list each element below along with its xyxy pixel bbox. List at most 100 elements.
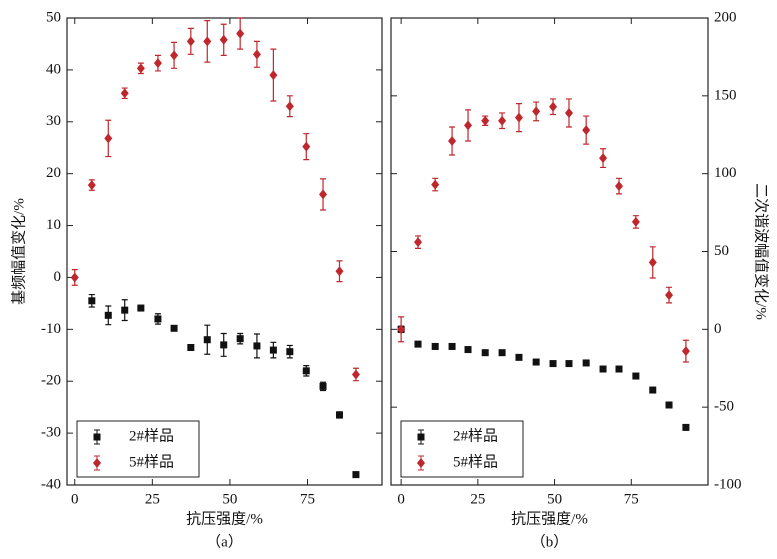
legend-label: 5#样品 bbox=[129, 453, 174, 470]
marker bbox=[104, 311, 112, 319]
marker bbox=[498, 115, 507, 126]
y2-tick-label: -100 bbox=[714, 476, 742, 492]
marker bbox=[615, 365, 623, 373]
marker bbox=[648, 257, 657, 268]
y-tick-label: -40 bbox=[41, 476, 61, 492]
caption: （b） bbox=[531, 533, 569, 550]
marker bbox=[615, 181, 624, 192]
marker bbox=[93, 458, 101, 468]
marker bbox=[649, 386, 657, 394]
x-tick-label: 0 bbox=[71, 491, 79, 507]
marker bbox=[431, 342, 439, 350]
marker bbox=[481, 115, 490, 126]
x-tick-label: 25 bbox=[145, 491, 160, 507]
marker bbox=[153, 58, 162, 69]
y2-tick-label: 50 bbox=[714, 243, 729, 259]
marker bbox=[464, 346, 472, 354]
marker bbox=[104, 133, 113, 144]
x-tick-label: 75 bbox=[300, 491, 315, 507]
marker bbox=[532, 358, 540, 366]
marker bbox=[514, 112, 523, 123]
caption: （a） bbox=[206, 533, 243, 550]
marker bbox=[203, 36, 212, 47]
marker bbox=[236, 335, 244, 343]
marker bbox=[253, 342, 261, 350]
legend-label: 2#样品 bbox=[453, 427, 498, 444]
marker bbox=[549, 101, 558, 112]
marker bbox=[170, 324, 178, 332]
marker bbox=[582, 359, 590, 367]
marker bbox=[219, 34, 228, 45]
y-tick-label: -30 bbox=[41, 425, 61, 441]
marker bbox=[481, 349, 489, 357]
marker bbox=[136, 63, 145, 74]
marker bbox=[565, 360, 573, 368]
marker bbox=[186, 36, 195, 47]
marker bbox=[665, 290, 674, 301]
marker bbox=[397, 324, 406, 335]
marker bbox=[582, 125, 591, 136]
marker bbox=[70, 272, 79, 283]
marker bbox=[665, 401, 673, 409]
y2-tick-label: 200 bbox=[714, 9, 737, 25]
marker bbox=[532, 106, 541, 117]
x-tick-label: 75 bbox=[624, 491, 639, 507]
marker bbox=[351, 369, 360, 380]
marker bbox=[352, 471, 360, 479]
marker bbox=[220, 341, 228, 349]
y-axis-label: 基频幅值变化/% bbox=[10, 198, 27, 305]
plot-frame bbox=[390, 17, 709, 486]
marker bbox=[564, 107, 573, 118]
y-tick-label: -10 bbox=[41, 321, 61, 337]
plot-frame bbox=[66, 17, 383, 486]
marker bbox=[120, 88, 129, 99]
marker bbox=[93, 433, 101, 441]
marker bbox=[681, 346, 690, 357]
marker bbox=[137, 304, 145, 312]
legend-label: 5#样品 bbox=[453, 453, 498, 470]
marker bbox=[498, 349, 506, 357]
y-tick-label: 50 bbox=[46, 9, 61, 25]
y-tick-label: 0 bbox=[54, 269, 62, 285]
marker bbox=[682, 423, 690, 431]
marker bbox=[515, 353, 523, 361]
marker bbox=[170, 50, 179, 61]
marker bbox=[549, 360, 557, 368]
legend-label: 2#样品 bbox=[129, 427, 174, 444]
y-tick-label: 30 bbox=[46, 113, 61, 129]
x-axis-label: 抗压强度/% bbox=[511, 510, 588, 527]
marker bbox=[302, 367, 310, 375]
marker bbox=[335, 266, 344, 277]
marker bbox=[187, 343, 195, 351]
marker bbox=[417, 433, 425, 441]
y2-tick-label: 100 bbox=[714, 165, 737, 181]
marker bbox=[319, 189, 328, 200]
marker bbox=[417, 458, 425, 468]
y2-axis-label: 二次谐波幅值变化/% bbox=[753, 183, 770, 320]
marker bbox=[154, 315, 162, 323]
marker bbox=[599, 365, 607, 373]
marker bbox=[632, 372, 640, 380]
marker bbox=[599, 153, 608, 164]
marker bbox=[631, 216, 640, 227]
marker bbox=[88, 297, 96, 305]
y2-tick-label: 150 bbox=[714, 87, 737, 103]
y2-tick-label: 0 bbox=[714, 321, 722, 337]
x-tick-label: 25 bbox=[470, 491, 485, 507]
y-tick-label: -20 bbox=[41, 373, 61, 389]
marker bbox=[252, 49, 261, 60]
y-tick-label: 20 bbox=[46, 165, 61, 181]
marker bbox=[302, 141, 311, 152]
marker bbox=[269, 346, 277, 354]
marker bbox=[236, 28, 245, 39]
marker bbox=[335, 411, 343, 419]
x-tick-label: 50 bbox=[222, 491, 237, 507]
marker bbox=[269, 70, 278, 81]
marker bbox=[414, 237, 423, 248]
marker bbox=[448, 135, 457, 146]
marker bbox=[414, 340, 422, 348]
x-axis-label: 抗压强度/% bbox=[186, 510, 263, 527]
marker bbox=[203, 336, 211, 344]
y-tick-label: 10 bbox=[46, 217, 61, 233]
